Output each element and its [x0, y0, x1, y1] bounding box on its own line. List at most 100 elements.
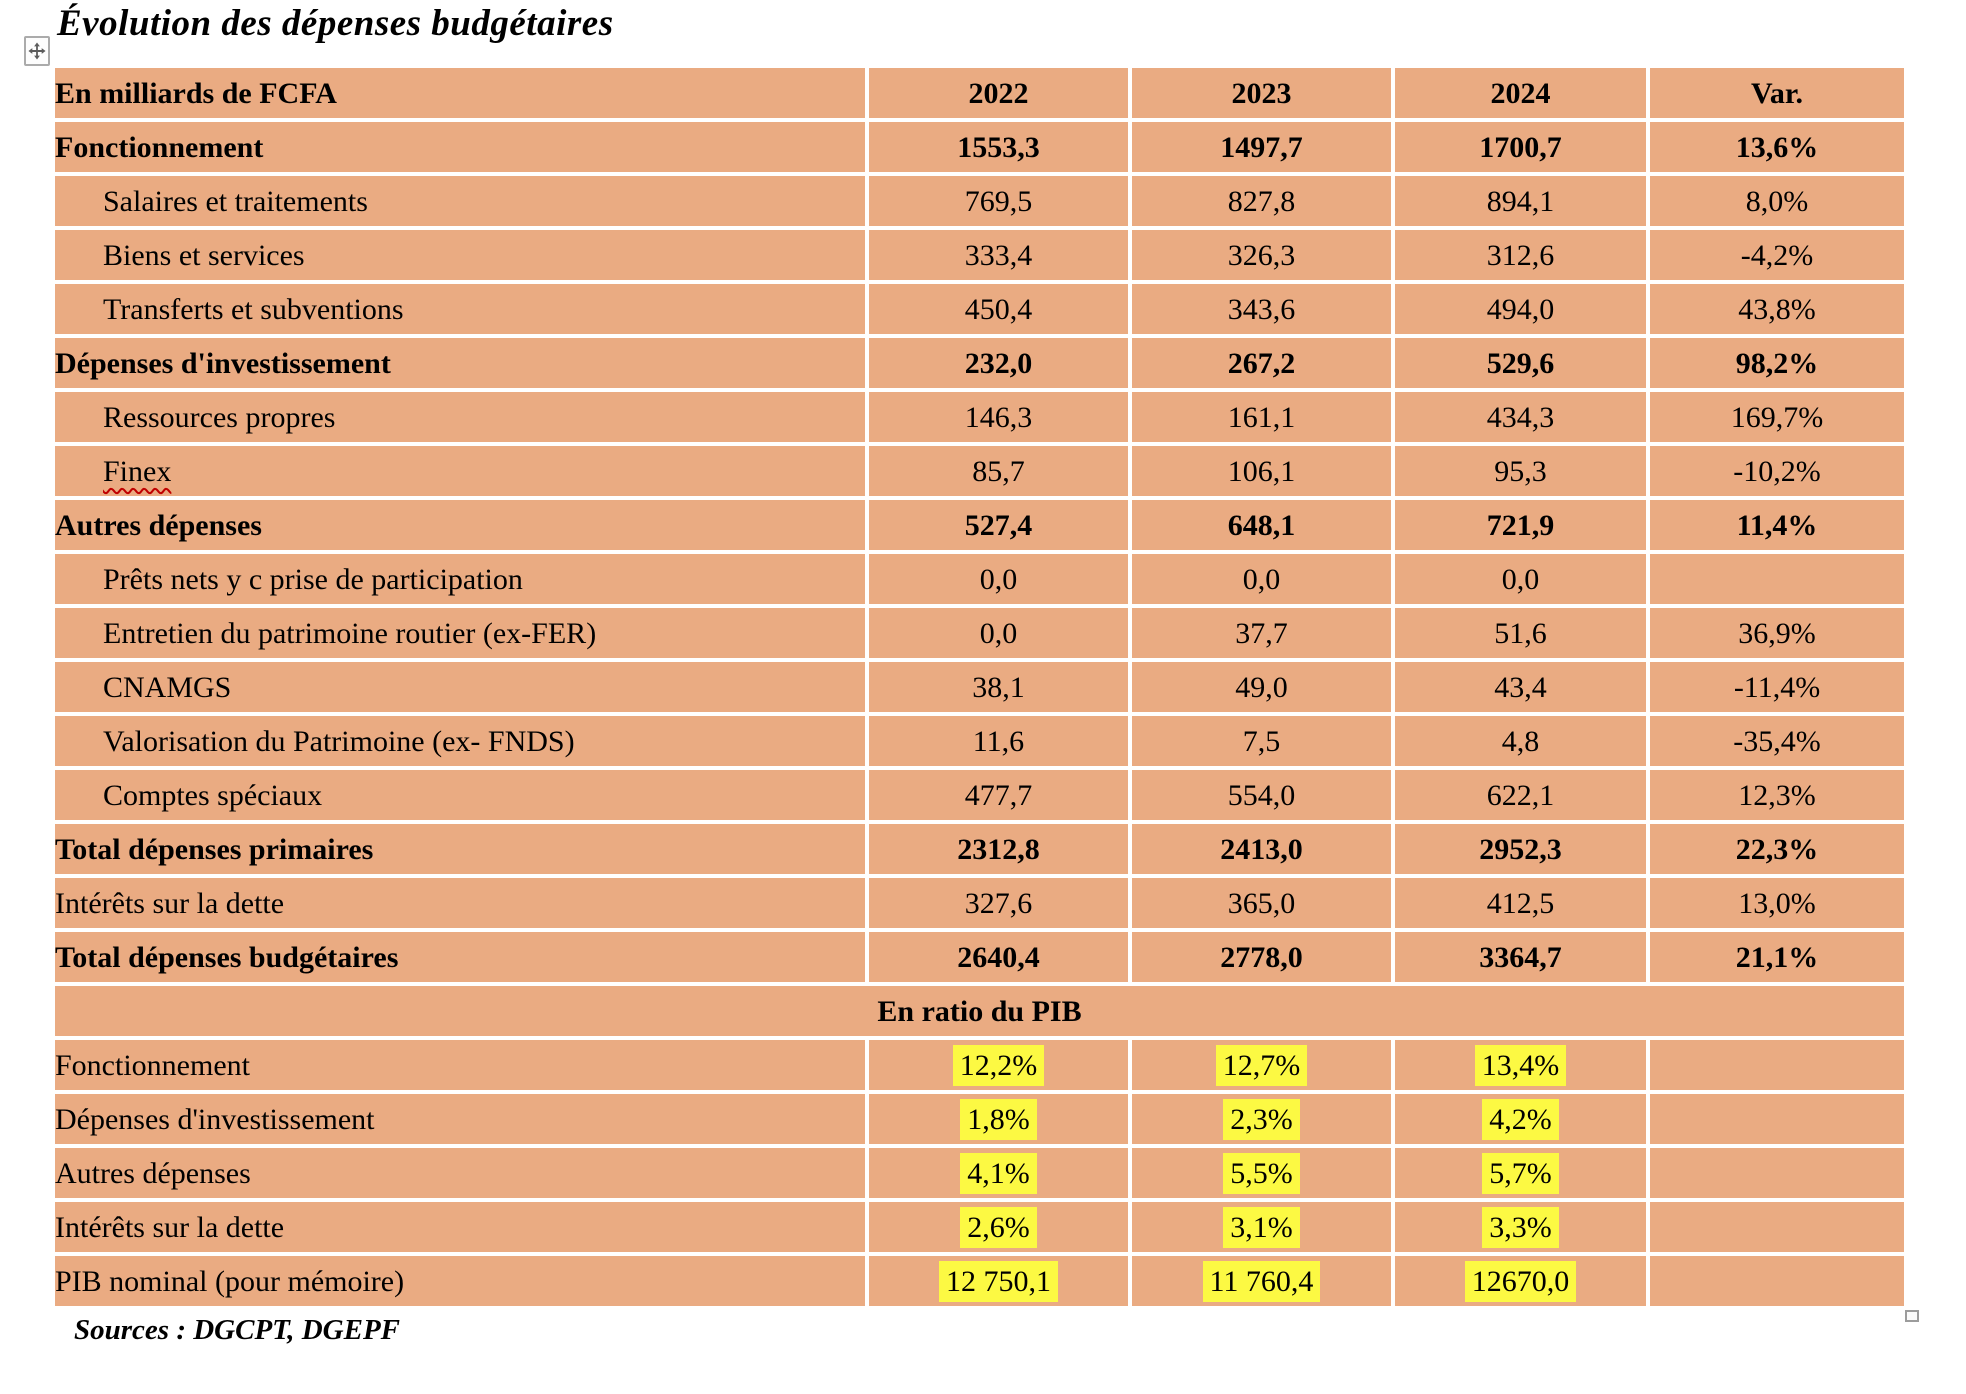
cell-2022[interactable]: 85,7: [869, 446, 1128, 496]
cell-2023[interactable]: 7,5: [1132, 716, 1391, 766]
cell-2022[interactable]: 232,0: [869, 338, 1128, 388]
cell-2023[interactable]: 37,7: [1132, 608, 1391, 658]
cell-2022[interactable]: 0,0: [869, 608, 1128, 658]
cell-2024[interactable]: 412,5: [1395, 878, 1646, 928]
table-resize-handle[interactable]: [1905, 1310, 1919, 1322]
cell-var[interactable]: 11,4%: [1650, 500, 1904, 550]
document-title[interactable]: Évolution des dépenses budgétaires: [57, 3, 614, 44]
cell-2024[interactable]: 95,3: [1395, 446, 1646, 496]
cell-2024[interactable]: 312,6: [1395, 230, 1646, 280]
row-label[interactable]: Biens et services: [55, 230, 865, 280]
cell-2022[interactable]: 12 750,1: [869, 1256, 1128, 1306]
cell-2022[interactable]: 1553,3: [869, 122, 1128, 172]
cell-2024[interactable]: 1700,7: [1395, 122, 1646, 172]
cell-2023[interactable]: 1497,7: [1132, 122, 1391, 172]
cell-var[interactable]: 8,0%: [1650, 176, 1904, 226]
row-label[interactable]: Finex: [55, 446, 865, 496]
cell-2022[interactable]: 527,4: [869, 500, 1128, 550]
cell-2023[interactable]: 0,0: [1132, 554, 1391, 604]
row-label[interactable]: Comptes spéciaux: [55, 770, 865, 820]
row-label[interactable]: CNAMGS: [55, 662, 865, 712]
cell-var[interactable]: 13,6%: [1650, 122, 1904, 172]
cell-2022[interactable]: 12,2%: [869, 1040, 1128, 1090]
cell-var[interactable]: 21,1%: [1650, 932, 1904, 982]
cell-2024[interactable]: 4,8: [1395, 716, 1646, 766]
cell-2023[interactable]: 2413,0: [1132, 824, 1391, 874]
cell-2022[interactable]: 327,6: [869, 878, 1128, 928]
cell-2024[interactable]: 434,3: [1395, 392, 1646, 442]
sources-caption[interactable]: Sources : DGCPT, DGEPF: [74, 1314, 401, 1346]
cell-2024[interactable]: 4,2%: [1395, 1094, 1646, 1144]
row-label[interactable]: Valorisation du Patrimoine (ex- FNDS): [55, 716, 865, 766]
cell-2024[interactable]: 2952,3: [1395, 824, 1646, 874]
row-label[interactable]: Autres dépenses: [55, 500, 865, 550]
cell-2022[interactable]: 4,1%: [869, 1148, 1128, 1198]
cell-2023[interactable]: 5,5%: [1132, 1148, 1391, 1198]
cell-2023[interactable]: 827,8: [1132, 176, 1391, 226]
cell-2024[interactable]: 43,4: [1395, 662, 1646, 712]
row-label[interactable]: PIB nominal (pour mémoire): [55, 1256, 865, 1306]
cell-2023[interactable]: 343,6: [1132, 284, 1391, 334]
cell-2024[interactable]: 494,0: [1395, 284, 1646, 334]
cell-var[interactable]: -4,2%: [1650, 230, 1904, 280]
column-header-2022[interactable]: 2022: [869, 68, 1128, 118]
cell-2022[interactable]: 2640,4: [869, 932, 1128, 982]
ratio-section-title[interactable]: En ratio du PIB: [55, 986, 1904, 1036]
cell-2023[interactable]: 106,1: [1132, 446, 1391, 496]
row-label[interactable]: Salaires et traitements: [55, 176, 865, 226]
row-label[interactable]: Intérêts sur la dette: [55, 1202, 865, 1252]
cell-2024[interactable]: 529,6: [1395, 338, 1646, 388]
cell-2022[interactable]: 2312,8: [869, 824, 1128, 874]
cell-2023[interactable]: 267,2: [1132, 338, 1391, 388]
cell-2022[interactable]: 11,6: [869, 716, 1128, 766]
cell-2022[interactable]: 38,1: [869, 662, 1128, 712]
row-label[interactable]: Total dépenses budgétaires: [55, 932, 865, 982]
row-label[interactable]: Prêts nets y c prise de participation: [55, 554, 865, 604]
cell-2023[interactable]: 161,1: [1132, 392, 1391, 442]
cell-2024[interactable]: 12670,0: [1395, 1256, 1646, 1306]
cell-2022[interactable]: 477,7: [869, 770, 1128, 820]
row-label[interactable]: Dépenses d'investissement: [55, 338, 865, 388]
cell-var[interactable]: [1650, 1202, 1904, 1252]
cell-2023[interactable]: 3,1%: [1132, 1202, 1391, 1252]
row-label[interactable]: Fonctionnement: [55, 1040, 865, 1090]
column-header-2024[interactable]: 2024: [1395, 68, 1646, 118]
cell-2024[interactable]: 894,1: [1395, 176, 1646, 226]
cell-2023[interactable]: 2778,0: [1132, 932, 1391, 982]
cell-2024[interactable]: 13,4%: [1395, 1040, 1646, 1090]
column-header-2023[interactable]: 2023: [1132, 68, 1391, 118]
cell-2023[interactable]: 11 760,4: [1132, 1256, 1391, 1306]
cell-2024[interactable]: 0,0: [1395, 554, 1646, 604]
cell-2024[interactable]: 3364,7: [1395, 932, 1646, 982]
cell-var[interactable]: -11,4%: [1650, 662, 1904, 712]
cell-var[interactable]: [1650, 1094, 1904, 1144]
cell-2022[interactable]: 2,6%: [869, 1202, 1128, 1252]
cell-var[interactable]: 169,7%: [1650, 392, 1904, 442]
cell-2023[interactable]: 49,0: [1132, 662, 1391, 712]
cell-2023[interactable]: 365,0: [1132, 878, 1391, 928]
row-label[interactable]: Intérêts sur la dette: [55, 878, 865, 928]
cell-2023[interactable]: 12,7%: [1132, 1040, 1391, 1090]
cell-2022[interactable]: 0,0: [869, 554, 1128, 604]
table-move-handle[interactable]: [24, 36, 50, 66]
cell-var[interactable]: 36,9%: [1650, 608, 1904, 658]
cell-2023[interactable]: 554,0: [1132, 770, 1391, 820]
cell-2023[interactable]: 326,3: [1132, 230, 1391, 280]
cell-var[interactable]: [1650, 1040, 1904, 1090]
cell-2024[interactable]: 5,7%: [1395, 1148, 1646, 1198]
cell-2024[interactable]: 721,9: [1395, 500, 1646, 550]
cell-var[interactable]: [1650, 1148, 1904, 1198]
cell-2022[interactable]: 333,4: [869, 230, 1128, 280]
column-header-var[interactable]: Var.: [1650, 68, 1904, 118]
cell-var[interactable]: -35,4%: [1650, 716, 1904, 766]
cell-var[interactable]: -10,2%: [1650, 446, 1904, 496]
cell-var[interactable]: 22,3%: [1650, 824, 1904, 874]
cell-var[interactable]: 98,2%: [1650, 338, 1904, 388]
cell-2022[interactable]: 769,5: [869, 176, 1128, 226]
cell-2022[interactable]: 1,8%: [869, 1094, 1128, 1144]
header-unit-label[interactable]: En milliards de FCFA: [55, 68, 865, 118]
row-label[interactable]: Transferts et subventions: [55, 284, 865, 334]
cell-2022[interactable]: 450,4: [869, 284, 1128, 334]
cell-2024[interactable]: 622,1: [1395, 770, 1646, 820]
row-label[interactable]: Ressources propres: [55, 392, 865, 442]
